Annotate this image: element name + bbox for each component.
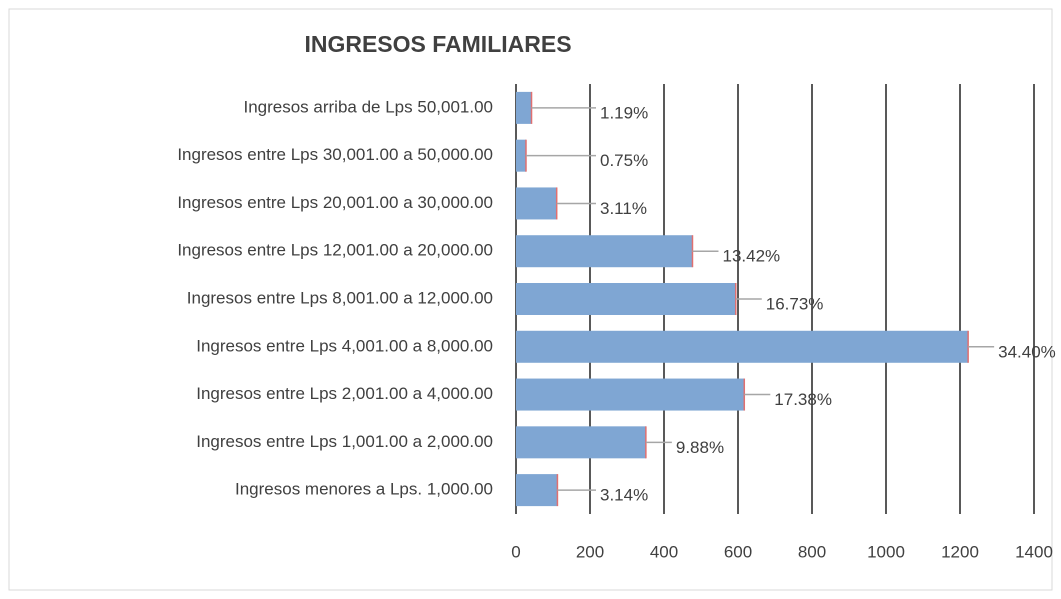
y-tick-label: Ingresos entre Lps 30,001.00 a 50,000.00 xyxy=(177,145,493,164)
y-tick-label: Ingresos entre Lps 20,001.00 a 30,000.00 xyxy=(177,193,493,212)
data-label: 17.38% xyxy=(774,390,832,409)
data-label: 0.75% xyxy=(600,151,648,170)
bar xyxy=(516,235,693,268)
x-tick-label: 400 xyxy=(650,542,678,561)
data-label: 34.40% xyxy=(998,342,1056,361)
y-tick-label: Ingresos entre Lps 1,001.00 a 2,000.00 xyxy=(196,432,493,451)
x-tick-label: 1200 xyxy=(941,542,979,561)
bar xyxy=(516,283,736,315)
bar xyxy=(516,426,646,459)
x-tick-label: 1400 xyxy=(1015,542,1053,561)
y-tick-label: Ingresos entre Lps 12,001.00 a 20,000.00 xyxy=(177,241,493,260)
y-tick-label: Ingresos entre Lps 4,001.00 a 8,000.00 xyxy=(196,336,493,355)
x-tick-label: 1000 xyxy=(867,542,905,561)
bar xyxy=(516,378,745,411)
y-tick-label: Ingresos entre Lps 8,001.00 a 12,000.00 xyxy=(187,288,493,307)
bar xyxy=(516,91,532,124)
y-tick-label: Ingresos menores a Lps. 1,000.00 xyxy=(235,480,493,499)
bar xyxy=(516,139,526,172)
data-label: 3.11% xyxy=(600,199,647,218)
bar xyxy=(516,330,969,363)
data-label: 13.42% xyxy=(722,247,780,266)
y-tick-label: Ingresos arriba de Lps 50,001.00 xyxy=(243,97,493,116)
data-label: 1.19% xyxy=(600,103,648,122)
x-tick-label: 0 xyxy=(511,542,520,561)
chart-title: INGRESOS FAMILIARES xyxy=(304,31,571,57)
x-tick-label: 800 xyxy=(798,542,826,561)
data-label: 3.14% xyxy=(600,486,648,505)
data-label: 9.88% xyxy=(676,438,724,457)
y-tick-label: Ingresos entre Lps 2,001.00 a 4,000.00 xyxy=(196,384,493,403)
x-tick-label: 600 xyxy=(724,542,752,561)
data-label: 16.73% xyxy=(766,294,824,313)
x-tick-label: 200 xyxy=(576,542,604,561)
bar xyxy=(516,474,558,507)
bar xyxy=(516,187,557,220)
